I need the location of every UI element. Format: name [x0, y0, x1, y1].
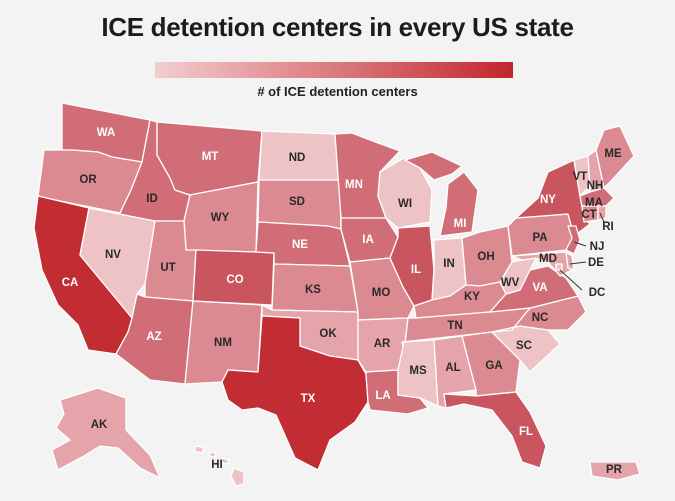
label-pa: PA [532, 232, 547, 244]
label-wy: WY [211, 212, 230, 224]
label-id: ID [146, 193, 158, 205]
label-ak: AK [91, 419, 108, 431]
label-tn: TN [447, 320, 462, 332]
label-dc: DC [589, 287, 606, 299]
label-fl: FL [519, 426, 533, 438]
label-or: OR [79, 174, 97, 186]
label-mo: MO [372, 287, 391, 299]
state-pr[interactable] [589, 461, 641, 481]
state-hi-1[interactable] [193, 445, 205, 454]
label-al: AL [445, 362, 460, 374]
label-vt: VT [573, 171, 588, 183]
label-nm: NM [214, 337, 232, 349]
state-hi-3[interactable] [220, 457, 230, 465]
label-sd: SD [289, 196, 305, 208]
label-me: ME [604, 148, 622, 160]
label-nv: NV [105, 249, 121, 261]
state-ri[interactable] [597, 205, 607, 221]
label-va: VA [532, 282, 547, 294]
label-ny: NY [540, 194, 556, 206]
label-ky: KY [464, 291, 480, 303]
label-wi: WI [398, 198, 412, 210]
label-ga: GA [485, 360, 502, 372]
label-sc: SC [516, 340, 532, 352]
label-nh: NH [587, 180, 604, 192]
label-in: IN [443, 258, 455, 270]
label-nd: ND [289, 152, 306, 164]
label-ne: NE [292, 239, 308, 251]
state-labels: WA OR CA NV ID MT WY UT AZ CO NM ND SD N… [62, 127, 623, 476]
label-nc: NC [532, 312, 549, 324]
map-title: ICE detention centers in every US state [101, 12, 574, 42]
label-de: DE [588, 257, 604, 269]
label-oh: OH [477, 251, 494, 263]
label-wa: WA [97, 127, 116, 139]
label-ct: CT [581, 209, 596, 221]
label-ma: MA [585, 197, 603, 209]
leader-lines [559, 212, 605, 291]
state-tx[interactable] [221, 315, 369, 471]
state-mi[interactable] [404, 151, 479, 237]
label-tx: TX [301, 393, 316, 405]
label-mt: MT [202, 151, 219, 163]
label-hi: HI [211, 459, 223, 471]
state-hi-2[interactable] [208, 451, 217, 458]
label-mn: MN [345, 179, 363, 191]
legend-gradient-bar [155, 62, 513, 78]
state-nj[interactable] [565, 225, 581, 255]
label-md: MD [539, 253, 557, 265]
label-mi: MI [454, 218, 467, 230]
label-nj: NJ [590, 241, 605, 253]
state-hi-4[interactable] [230, 467, 245, 487]
label-wv: WV [501, 277, 520, 289]
label-co: CO [226, 274, 243, 286]
state-wv[interactable] [499, 257, 537, 295]
state-fl[interactable] [443, 391, 547, 469]
state-az[interactable] [115, 293, 194, 385]
label-ok: OK [319, 328, 337, 340]
label-ut: UT [160, 262, 175, 274]
label-la: LA [375, 390, 390, 402]
state-de[interactable] [565, 251, 575, 271]
label-ca: CA [62, 277, 79, 289]
state-ak[interactable] [51, 387, 161, 479]
label-ar: AR [374, 338, 391, 350]
label-ms: MS [409, 365, 427, 377]
label-ks: KS [305, 284, 321, 296]
state-dc[interactable] [555, 263, 563, 271]
label-ia: IA [362, 234, 374, 246]
label-az: AZ [146, 331, 161, 343]
label-ri: RI [602, 221, 614, 233]
legend-label: # of ICE detention centers [257, 84, 418, 99]
label-pr: PR [606, 464, 623, 476]
label-il: IL [411, 264, 421, 276]
